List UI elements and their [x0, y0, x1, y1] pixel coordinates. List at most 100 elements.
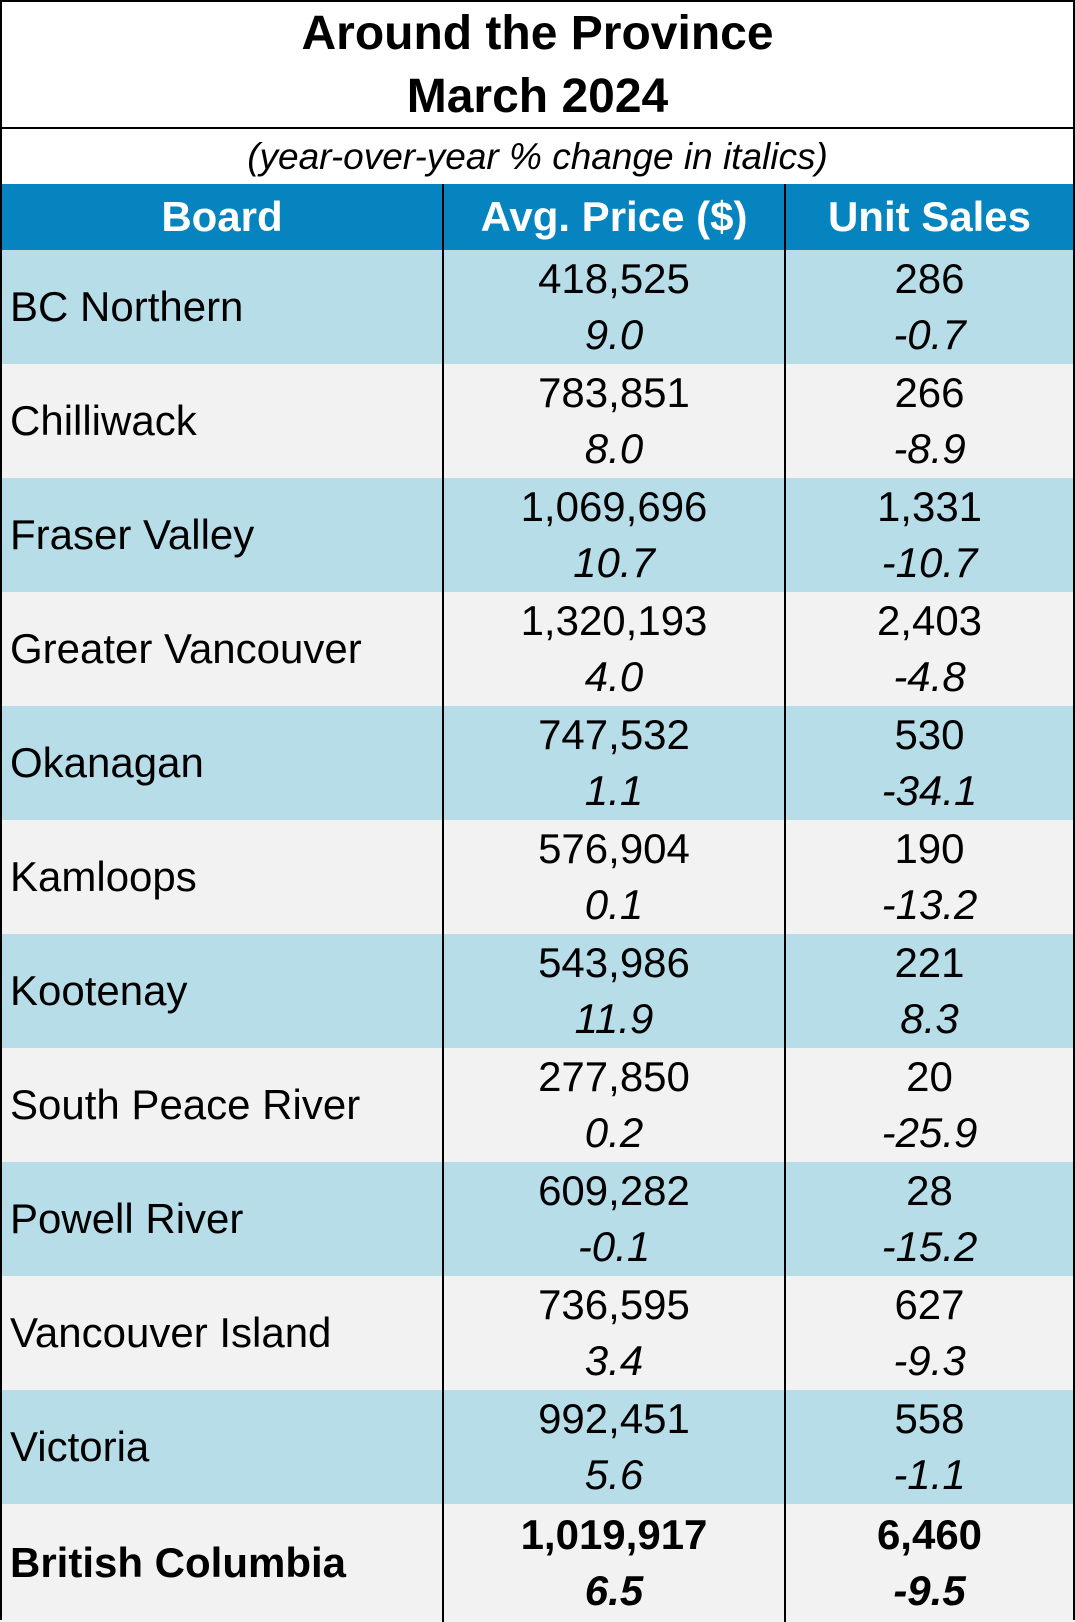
- price-cell: 418,525 9.0: [442, 250, 785, 364]
- price-cell: 277,850 0.2: [442, 1048, 785, 1162]
- board-stats-table: Board Avg. Price ($) Unit Sales BC North…: [2, 184, 1073, 1622]
- unit-sales-change: 8.3: [900, 995, 959, 1042]
- table-row: Greater Vancouver 1,320,193 4.0 2,403 -4.8: [2, 592, 1073, 706]
- unit-sales-change: -13.2: [881, 881, 978, 928]
- sales-cell: 558 -1.1: [784, 1390, 1073, 1504]
- unit-sales-value: 2,403: [876, 597, 983, 644]
- table-row: South Peace River 277,850 0.2 20 -25.9: [2, 1048, 1073, 1162]
- avg-price-value: 747,532: [538, 711, 690, 758]
- table-period: March 2024: [406, 70, 669, 123]
- board-name: BC Northern: [2, 250, 443, 364]
- unit-sales-value: 28: [906, 1167, 953, 1214]
- sales-cell: 266 -8.9: [784, 364, 1073, 478]
- avg-price-value: 418,525: [538, 255, 690, 302]
- unit-sales-change: -1.1: [893, 1451, 966, 1498]
- avg-price-change: 9.0: [584, 311, 644, 358]
- unit-sales-change: -4.8: [893, 653, 966, 700]
- price-cell: 1,019,917 6.5: [442, 1504, 785, 1622]
- table-row: Kamloops 576,904 0.1 190 -13.2: [2, 820, 1073, 934]
- header-row: Board Avg. Price ($) Unit Sales: [2, 184, 1073, 250]
- avg-price-change: 8.0: [584, 425, 644, 472]
- avg-price-change: 1.1: [584, 767, 644, 814]
- unit-sales-value: 530: [894, 711, 965, 758]
- board-name: Okanagan: [2, 706, 443, 820]
- table-row: Okanagan 747,532 1.1 530 -34.1: [2, 706, 1073, 820]
- sales-cell: 6,460 -9.5: [784, 1504, 1073, 1622]
- price-cell: 576,904 0.1: [442, 820, 785, 934]
- unit-sales-change: -10.7: [881, 539, 978, 586]
- table-body: BC Northern 418,525 9.0 286 -0.7 Chilliwack 78…: [2, 250, 1073, 1622]
- table-row: BC Northern 418,525 9.0 286 -0.7: [2, 250, 1073, 364]
- sales-cell: 20 -25.9: [784, 1048, 1073, 1162]
- price-cell: 736,595 3.4: [442, 1276, 785, 1390]
- unit-sales-change: -34.1: [881, 767, 978, 814]
- column-header-board: Board: [2, 184, 443, 250]
- unit-sales-change: -9.3: [893, 1337, 966, 1384]
- avg-price-change: 11.9: [574, 995, 654, 1042]
- board-name: South Peace River: [2, 1048, 443, 1162]
- unit-sales-value: 1,331: [876, 483, 983, 530]
- avg-price-change: 0.2: [584, 1109, 644, 1156]
- table-row: Kootenay 543,986 11.9 221 8.3: [2, 934, 1073, 1048]
- avg-price-value: 783,851: [538, 369, 690, 416]
- price-cell: 1,320,193 4.0: [442, 592, 785, 706]
- price-cell: 1,069,696 10.7: [442, 478, 785, 592]
- unit-sales-value: 286: [894, 255, 965, 302]
- unit-sales-value: 221: [894, 939, 965, 986]
- board-name: Chilliwack: [2, 364, 443, 478]
- board-name: Kootenay: [2, 934, 443, 1048]
- sales-cell: 190 -13.2: [784, 820, 1073, 934]
- sales-cell: 2,403 -4.8: [784, 592, 1073, 706]
- price-cell: 992,451 5.6: [442, 1390, 785, 1504]
- avg-price-change: 10.7: [573, 539, 655, 586]
- sales-cell: 530 -34.1: [784, 706, 1073, 820]
- unit-sales-value: 627: [894, 1281, 965, 1328]
- board-name: Kamloops: [2, 820, 443, 934]
- avg-price-change: 5.6: [584, 1451, 644, 1498]
- board-name: Powell River: [2, 1162, 443, 1276]
- unit-sales-change: -15.2: [881, 1223, 978, 1270]
- board-name: Fraser Valley: [2, 478, 443, 592]
- board-name: Victoria: [2, 1390, 443, 1504]
- column-header-sales: Unit Sales: [784, 184, 1073, 250]
- avg-price-value: 736,595: [538, 1281, 690, 1328]
- unit-sales-value: 6,460: [876, 1511, 983, 1558]
- avg-price-value: 1,320,193: [520, 597, 708, 644]
- avg-price-change: 0.1: [584, 881, 644, 928]
- title-block: Around the Province March 2024: [2, 2, 1073, 129]
- table-subtitle: (year-over-year % change in italics): [247, 136, 828, 177]
- sales-cell: 28 -15.2: [784, 1162, 1073, 1276]
- unit-sales-value: 266: [894, 369, 965, 416]
- avg-price-value: 1,019,917: [520, 1511, 708, 1558]
- avg-price-change: 4.0: [584, 653, 644, 700]
- table-row: Fraser Valley 1,069,696 10.7 1,331 -10.7: [2, 478, 1073, 592]
- unit-sales-change: -8.9: [893, 425, 966, 472]
- table-row: Victoria 992,451 5.6 558 -1.1: [2, 1390, 1073, 1504]
- price-cell: 747,532 1.1: [442, 706, 785, 820]
- avg-price-change: 6.5: [584, 1567, 644, 1614]
- table-row-total: British Columbia 1,019,917 6.5 6,460 -9.…: [2, 1504, 1073, 1622]
- board-name: British Columbia: [2, 1504, 443, 1622]
- column-header-price: Avg. Price ($): [442, 184, 785, 250]
- sales-cell: 286 -0.7: [784, 250, 1073, 364]
- table-row: Powell River 609,282 -0.1 28 -15.2: [2, 1162, 1073, 1276]
- table-row: Chilliwack 783,851 8.0 266 -8.9: [2, 364, 1073, 478]
- price-cell: 543,986 11.9: [442, 934, 785, 1048]
- table-title: Around the Province: [301, 7, 774, 60]
- sales-cell: 1,331 -10.7: [784, 478, 1073, 592]
- unit-sales-change: -0.7: [893, 311, 966, 358]
- avg-price-value: 277,850: [538, 1053, 690, 1100]
- sales-cell: 221 8.3: [784, 934, 1073, 1048]
- board-name: Greater Vancouver: [2, 592, 443, 706]
- avg-price-value: 543,986: [538, 939, 690, 986]
- price-cell: 783,851 8.0: [442, 364, 785, 478]
- avg-price-value: 576,904: [538, 825, 690, 872]
- board-name: Vancouver Island: [2, 1276, 443, 1390]
- table-row: Vancouver Island 736,595 3.4 627 -9.3: [2, 1276, 1073, 1390]
- avg-price-change: 3.4: [584, 1337, 644, 1384]
- avg-price-value: 1,069,696: [520, 483, 708, 530]
- unit-sales-change: -25.9: [881, 1109, 978, 1156]
- unit-sales-value: 190: [894, 825, 965, 872]
- sales-cell: 627 -9.3: [784, 1276, 1073, 1390]
